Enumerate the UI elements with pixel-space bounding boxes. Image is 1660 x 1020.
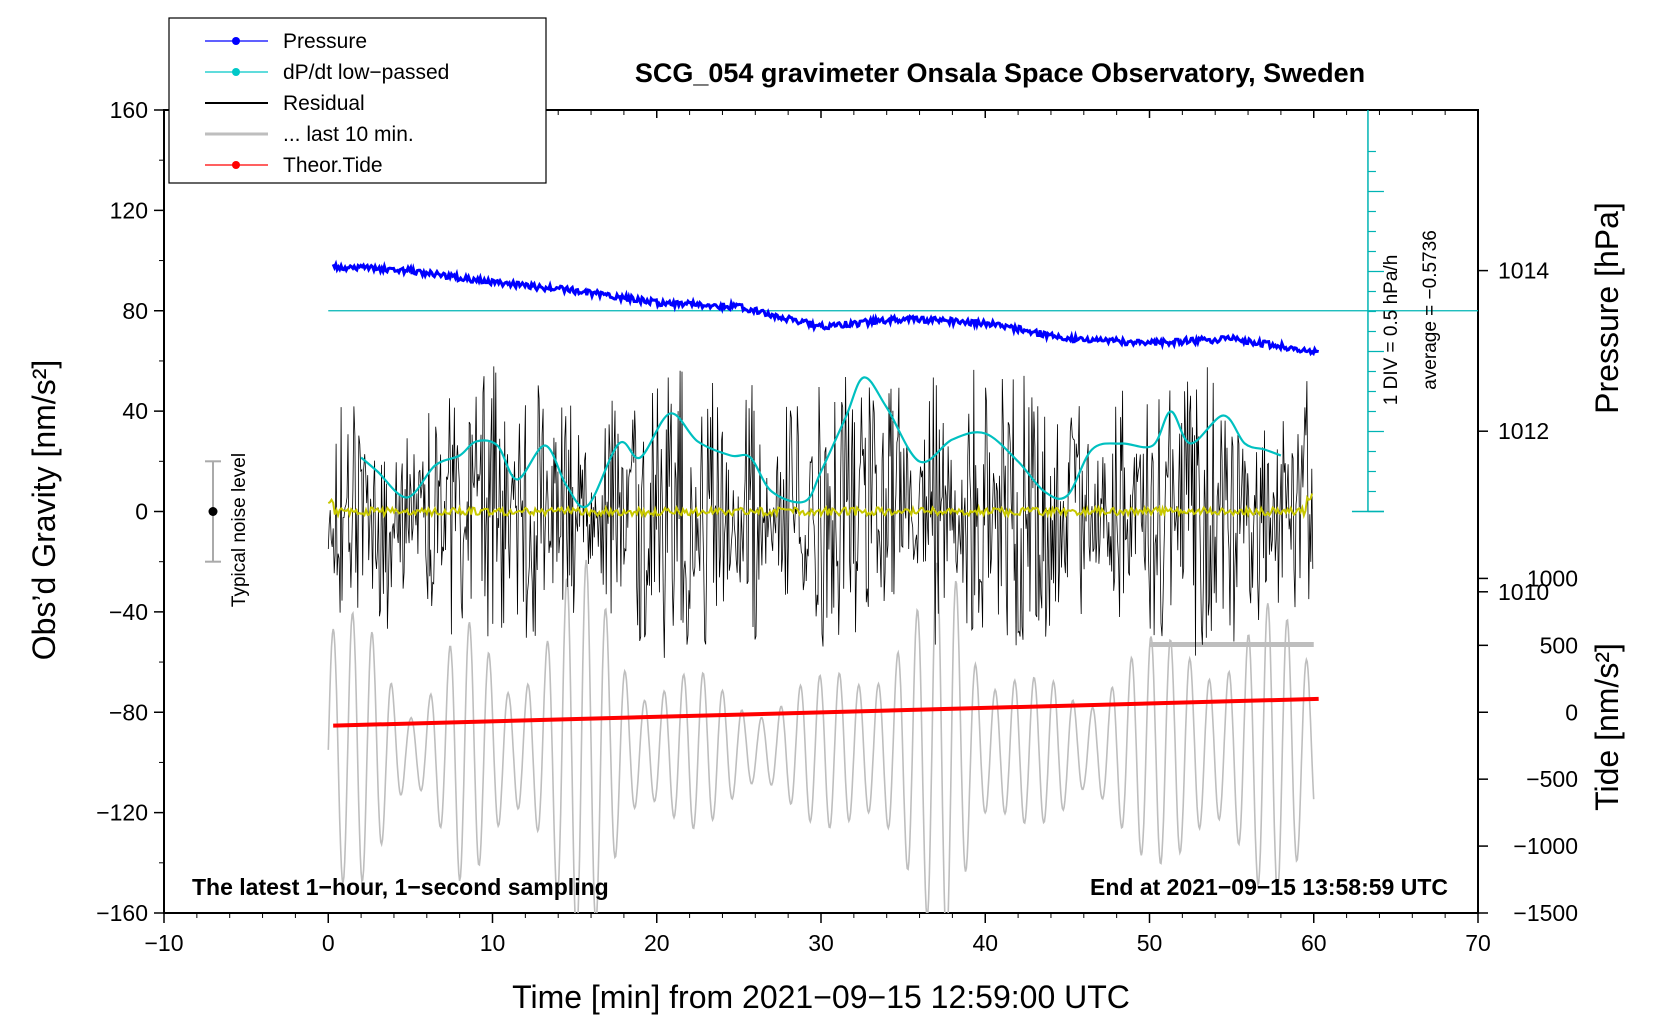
x-tick-label: 30 bbox=[808, 930, 834, 956]
y-tick-label: −80 bbox=[109, 699, 148, 725]
dpdt-curve bbox=[360, 376, 1282, 509]
y-tick-label: 0 bbox=[135, 499, 148, 525]
axes: −10 0 10 20 30 40 50 60 70 160 120 80 40 0 −40 −80 −120 −… bbox=[96, 97, 1578, 956]
residual-smoothed-trace bbox=[327, 493, 1314, 520]
y-tick-label: 80 bbox=[122, 298, 148, 324]
legend-dpdt-marker bbox=[232, 68, 240, 76]
pressure-tick-label: 1012 bbox=[1498, 418, 1549, 444]
x-axis-label: Time [min] from 2021−09−15 12:59:00 UTC bbox=[512, 979, 1130, 1015]
legend-last-10-min-label: ... last 10 min. bbox=[283, 123, 414, 146]
x-tick-label: −10 bbox=[144, 930, 183, 956]
y-axis-label-left: Obs’d Gravity [nm/s²] bbox=[26, 360, 62, 661]
theoretical-tide-line bbox=[333, 696, 1319, 728]
legend-item-pressure: Pressure bbox=[205, 30, 367, 53]
residual-series bbox=[327, 366, 1314, 658]
tide-tick-label: 1000 bbox=[1527, 565, 1578, 591]
y-tick-label: 120 bbox=[110, 197, 148, 223]
noise-level-label: Typical noise level bbox=[229, 453, 250, 607]
dpdt-scale-label: 1 DIV = 0.5 hPa/h bbox=[1381, 255, 1402, 406]
tide-tick-label: 0 bbox=[1565, 699, 1578, 725]
x-tick-label: 0 bbox=[322, 930, 335, 956]
noise-level-dot bbox=[208, 507, 218, 516]
noise-level-indicator: Typical noise level bbox=[205, 453, 250, 607]
legend-item-last-10-min: ... last 10 min. bbox=[205, 123, 414, 146]
y-axis-label-pressure: Pressure [hPa] bbox=[1589, 202, 1625, 414]
dpdt-average-label: average = −0.5736 bbox=[1420, 230, 1441, 390]
sampling-note: The latest 1−hour, 1−second sampling bbox=[192, 874, 609, 900]
pressure-trace bbox=[331, 259, 1320, 357]
legend-item-dpdt: dP/dt low−passed bbox=[205, 61, 449, 84]
pressure-tick-label: 1014 bbox=[1498, 258, 1549, 284]
legend-dpdt-label: dP/dt low−passed bbox=[283, 61, 449, 84]
x-tick-label: 50 bbox=[1137, 930, 1163, 956]
legend-residual-label: Residual bbox=[283, 92, 365, 115]
residual-trace bbox=[327, 366, 1314, 658]
tide-tick-label: −1500 bbox=[1513, 900, 1578, 926]
last-10-min-series bbox=[327, 559, 1315, 913]
pressure-tick-label: 1010 bbox=[1498, 579, 1549, 605]
chart-title: SCG_054 gravimeter Onsala Space Observat… bbox=[635, 58, 1365, 88]
x-tick-label: 20 bbox=[644, 930, 670, 956]
y-tick-label: 160 bbox=[110, 97, 148, 123]
theoretical-tide-series bbox=[333, 696, 1319, 728]
tide-tick-label: −1000 bbox=[1513, 833, 1578, 859]
tide-tick-label: −500 bbox=[1526, 766, 1578, 792]
end-time-note: End at 2021−09−15 13:58:59 UTC bbox=[1090, 874, 1448, 900]
y-tick-label: −160 bbox=[96, 900, 148, 926]
y-axis-label-tide: Tide [nm/s²] bbox=[1589, 643, 1625, 811]
legend-item-theor-tide: Theor.Tide bbox=[205, 154, 383, 177]
last-10-min-trace bbox=[327, 559, 1315, 913]
legend-pressure-marker bbox=[232, 37, 240, 45]
x-tick-label: 60 bbox=[1301, 930, 1327, 956]
tide-tick-label: 500 bbox=[1540, 632, 1578, 658]
legend-pressure-label: Pressure bbox=[283, 30, 367, 53]
legend-item-residual: Residual bbox=[205, 92, 365, 115]
legend-box bbox=[168, 17, 547, 184]
legend-theor-tide-label: Theor.Tide bbox=[283, 154, 383, 177]
y-tick-label: 40 bbox=[122, 398, 148, 424]
x-tick-label: 70 bbox=[1465, 930, 1491, 956]
dpdt-series bbox=[328, 110, 1478, 513]
x-tick-label: 10 bbox=[480, 930, 506, 956]
pressure-series bbox=[331, 259, 1320, 357]
x-tick-label: 40 bbox=[972, 930, 998, 956]
y-tick-label: −40 bbox=[109, 599, 148, 625]
legend: Pressure dP/dt low−passed Residual ... l… bbox=[168, 17, 547, 184]
y-tick-label: −120 bbox=[96, 800, 148, 826]
legend-theor-tide-marker bbox=[232, 161, 240, 169]
